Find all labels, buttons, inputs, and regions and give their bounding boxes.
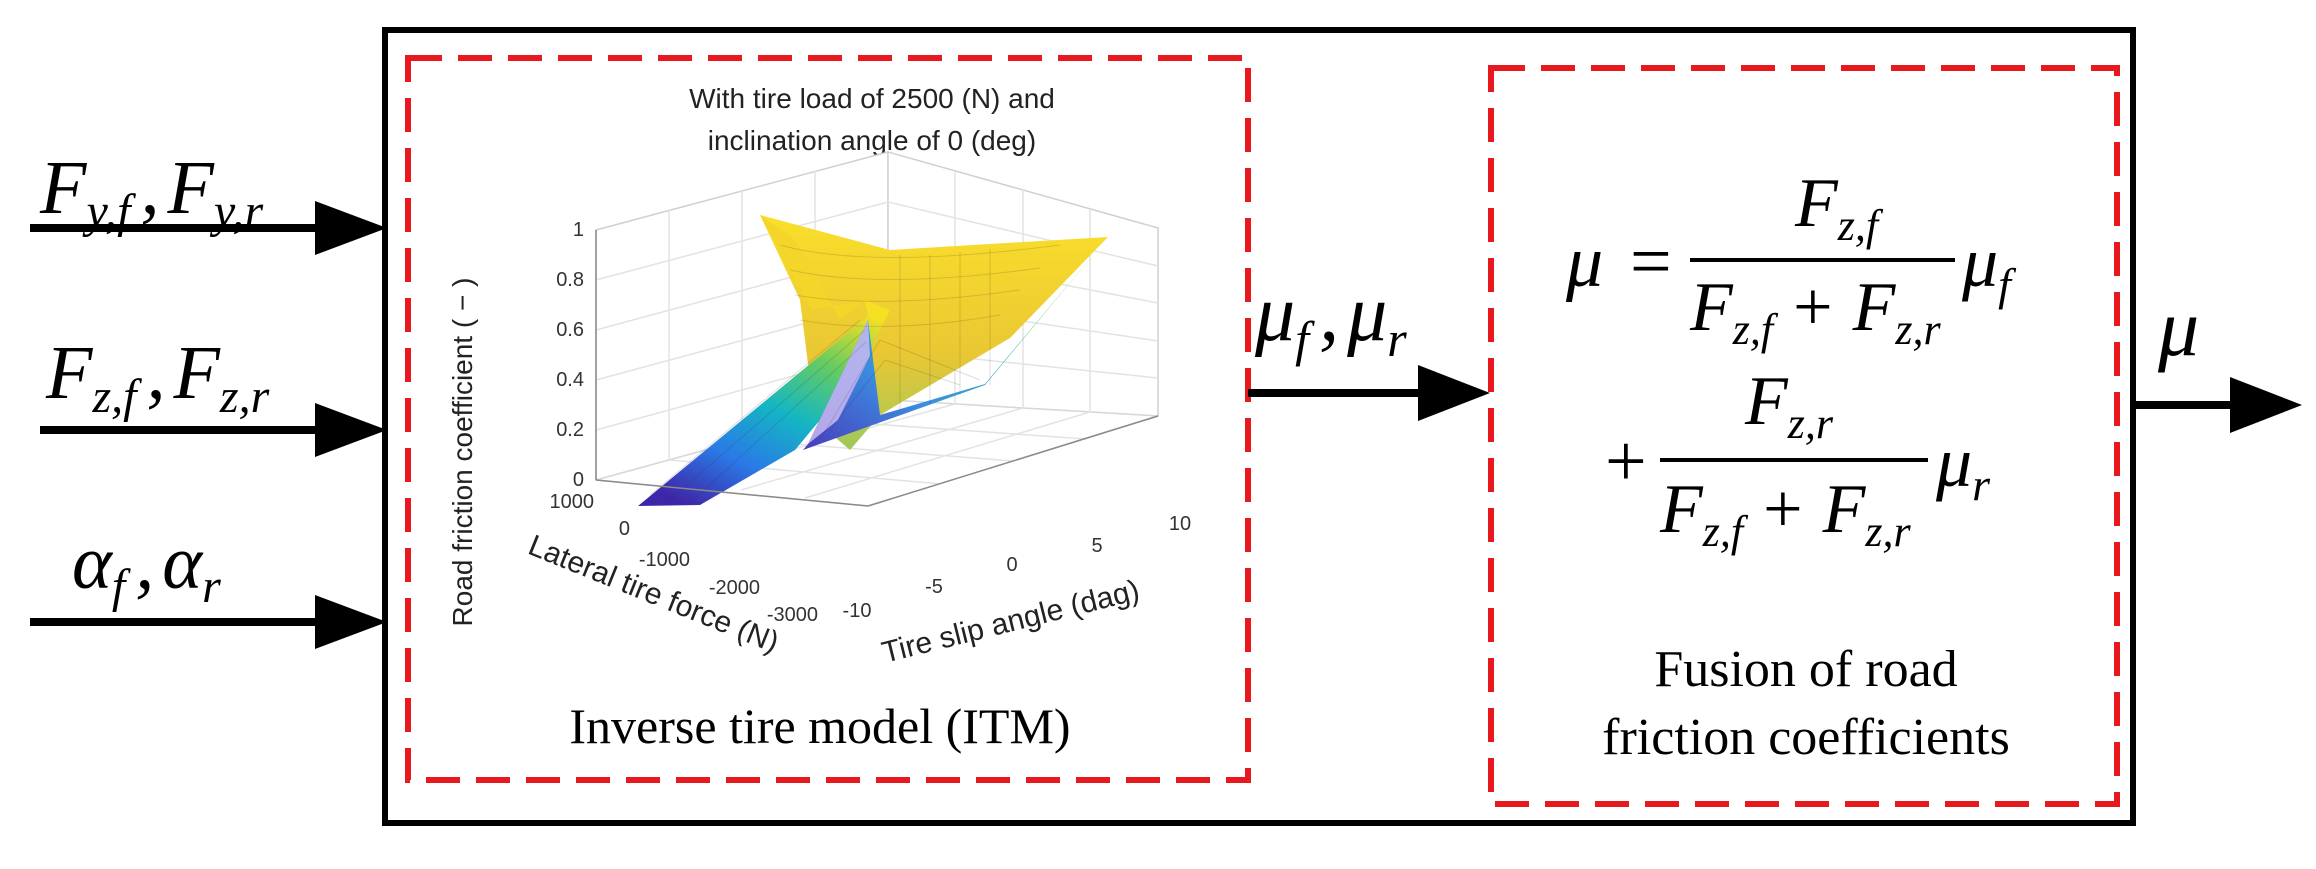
y-tick-1: -5 bbox=[925, 576, 943, 598]
label-slip-angles: αf, αr bbox=[72, 521, 221, 613]
itm-surface-plot: With tire load of 2500 (N) and inclinati… bbox=[447, 83, 1191, 670]
x-tick-4: -3000 bbox=[767, 604, 818, 626]
input-arrow-lateral-force bbox=[30, 201, 387, 255]
itm-dashed-block bbox=[405, 55, 1251, 783]
plot-title-line1: With tire load of 2500 (N) and bbox=[689, 83, 1055, 114]
eq-den1: Fz,f + Fz,r bbox=[1689, 269, 1941, 354]
fusion-caption-line2: friction coefficients bbox=[1602, 709, 2010, 766]
fusion-dashed-block bbox=[1488, 65, 2120, 807]
x-tick-labels: 1000 0 -1000 -2000 -3000 bbox=[550, 491, 819, 626]
y-tick-2: 0 bbox=[1006, 554, 1017, 576]
input-arrow-vertical-force bbox=[40, 403, 387, 457]
x-tick-1: 0 bbox=[619, 518, 630, 540]
y-axis-label: Tire slip angle (dag) bbox=[879, 574, 1143, 670]
x-axis-line bbox=[595, 479, 869, 507]
y-tick-4: 10 bbox=[1169, 513, 1191, 535]
y-tick-labels: -10 -5 0 5 10 bbox=[843, 513, 1192, 622]
x-tick-0: 1000 bbox=[550, 491, 595, 513]
z-tick-3: 0.6 bbox=[556, 319, 584, 341]
surface-inner-fin bbox=[808, 320, 870, 444]
label-vertical-forces: Fz,f, Fz,r bbox=[45, 331, 270, 423]
fusion-equation: μ = Fz,f Fz,f + Fz,r μf + Fz,r Fz,f + Fz,r μ… bbox=[1565, 165, 2017, 556]
output-arrow bbox=[2133, 377, 2302, 433]
itm-caption: Inverse tire model (ITM) bbox=[569, 698, 1070, 754]
eq-equals: = bbox=[1630, 221, 1672, 303]
z-tick-0: 0 bbox=[573, 469, 584, 491]
eq-num1: Fz,f bbox=[1794, 165, 1884, 250]
z-tick-4: 0.8 bbox=[556, 269, 584, 291]
y-tick-3: 5 bbox=[1091, 535, 1102, 557]
eq-factor2: μr bbox=[1935, 422, 1991, 510]
z-tick-labels: 0 0.2 0.4 0.6 0.8 1 bbox=[556, 219, 584, 491]
surface-fold bbox=[760, 215, 865, 320]
z-tick-5: 1 bbox=[573, 219, 584, 241]
surface-left-slab bbox=[638, 300, 890, 506]
label-lateral-forces: Fy,f, Fy,r bbox=[39, 146, 264, 238]
surface-mesh bbox=[649, 244, 1061, 504]
arrow-itm-to-fusion bbox=[1248, 365, 1490, 421]
label-axle-frictions: μf, μr bbox=[1254, 270, 1407, 367]
x-tick-2: -1000 bbox=[639, 549, 690, 571]
z-axis-label: Road friction coefficient ( − ) bbox=[447, 278, 478, 627]
eq-den2: Fz,f + Fz,r bbox=[1659, 471, 1911, 556]
z-tick-1: 0.2 bbox=[556, 419, 584, 441]
eq-lhs: μ bbox=[1565, 221, 1603, 303]
y-tick-0: -10 bbox=[843, 600, 872, 622]
input-arrow-slip-angle bbox=[30, 595, 387, 649]
fusion-caption-line1: Fusion of road bbox=[1654, 641, 1957, 698]
plot-title-line2: inclination angle of 0 (deg) bbox=[708, 125, 1036, 156]
z-tick-2: 0.4 bbox=[556, 369, 584, 391]
eq-plus: + bbox=[1605, 421, 1647, 503]
eq-num2: Fz,r bbox=[1744, 363, 1834, 448]
eq-factor1: μf bbox=[1961, 222, 2017, 310]
y-axis-line bbox=[867, 415, 1159, 507]
x-tick-3: -2000 bbox=[709, 577, 760, 599]
label-output-friction: μ bbox=[2157, 282, 2199, 373]
system-block bbox=[382, 27, 2136, 826]
